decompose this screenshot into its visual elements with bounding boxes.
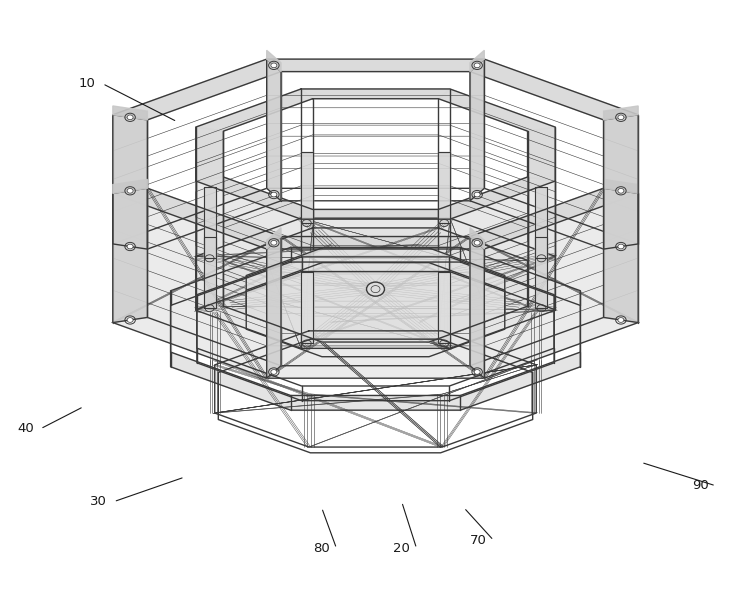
Circle shape	[618, 188, 624, 193]
Text: 70: 70	[470, 534, 487, 547]
Polygon shape	[450, 181, 555, 348]
Polygon shape	[113, 114, 147, 194]
Polygon shape	[470, 188, 638, 249]
Polygon shape	[196, 127, 223, 181]
Polygon shape	[604, 114, 638, 194]
Polygon shape	[470, 59, 638, 120]
Polygon shape	[604, 106, 638, 120]
Polygon shape	[301, 273, 312, 343]
Circle shape	[271, 63, 277, 68]
Circle shape	[618, 115, 624, 120]
Polygon shape	[301, 89, 450, 99]
Circle shape	[127, 244, 133, 249]
Polygon shape	[281, 237, 470, 366]
Polygon shape	[301, 209, 450, 219]
Polygon shape	[267, 249, 484, 378]
Polygon shape	[604, 114, 638, 249]
Circle shape	[271, 240, 277, 245]
Polygon shape	[439, 89, 555, 131]
Circle shape	[127, 188, 133, 193]
Polygon shape	[267, 59, 484, 71]
Circle shape	[618, 244, 624, 249]
Polygon shape	[204, 187, 216, 258]
Polygon shape	[267, 237, 281, 378]
Polygon shape	[223, 177, 312, 339]
Polygon shape	[439, 177, 555, 219]
Circle shape	[271, 192, 277, 197]
Text: 30: 30	[90, 495, 107, 508]
Polygon shape	[147, 188, 281, 366]
Polygon shape	[267, 237, 484, 249]
Circle shape	[366, 282, 385, 296]
Polygon shape	[113, 106, 147, 120]
Circle shape	[271, 369, 277, 374]
Polygon shape	[113, 188, 281, 249]
Polygon shape	[470, 50, 484, 71]
Polygon shape	[535, 187, 547, 258]
Polygon shape	[267, 228, 281, 249]
Polygon shape	[604, 188, 638, 323]
Polygon shape	[535, 237, 547, 308]
Text: 10: 10	[79, 77, 96, 90]
Polygon shape	[439, 177, 528, 339]
Polygon shape	[267, 50, 281, 71]
Polygon shape	[204, 237, 216, 308]
Polygon shape	[439, 152, 450, 223]
Circle shape	[618, 317, 624, 322]
Polygon shape	[470, 188, 604, 366]
Polygon shape	[113, 188, 147, 323]
Polygon shape	[170, 352, 291, 410]
Polygon shape	[460, 352, 581, 410]
Circle shape	[474, 63, 480, 68]
Polygon shape	[470, 228, 484, 249]
Circle shape	[127, 115, 133, 120]
Polygon shape	[484, 194, 638, 378]
Polygon shape	[604, 179, 638, 194]
Circle shape	[474, 240, 480, 245]
Text: 40: 40	[17, 422, 34, 435]
Polygon shape	[439, 273, 450, 343]
Polygon shape	[196, 177, 312, 219]
Circle shape	[474, 192, 480, 197]
Polygon shape	[267, 59, 281, 201]
Polygon shape	[470, 237, 484, 378]
Circle shape	[127, 317, 133, 322]
Text: 80: 80	[313, 542, 330, 555]
Polygon shape	[196, 181, 301, 348]
Circle shape	[474, 369, 480, 374]
Polygon shape	[301, 219, 450, 348]
Text: 90: 90	[692, 479, 710, 492]
Polygon shape	[291, 395, 460, 410]
Polygon shape	[113, 194, 267, 378]
Polygon shape	[246, 248, 505, 342]
Polygon shape	[196, 89, 312, 131]
Polygon shape	[223, 228, 528, 339]
Polygon shape	[113, 114, 147, 249]
Polygon shape	[113, 179, 147, 194]
Polygon shape	[470, 59, 484, 201]
Polygon shape	[528, 127, 555, 181]
Text: 20: 20	[394, 542, 410, 555]
Polygon shape	[301, 152, 312, 223]
Polygon shape	[113, 59, 281, 120]
Polygon shape	[312, 209, 439, 339]
